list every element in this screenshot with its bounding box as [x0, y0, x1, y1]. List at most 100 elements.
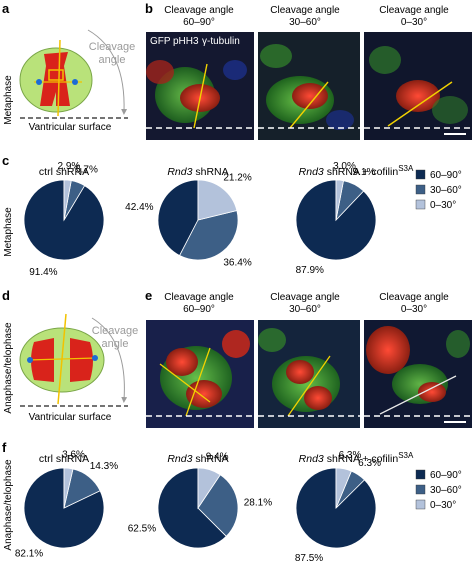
- pie-slice-1-2: [197, 179, 238, 221]
- panel-letter-c: c: [2, 153, 9, 168]
- pie-label-5-0: 87.5%: [295, 553, 323, 564]
- pie-title-text: shRNA + cofilin: [324, 166, 399, 178]
- pie-title-italic: Rnd3: [299, 453, 324, 465]
- pie-slice-1-1: [179, 210, 239, 261]
- metaphase-schematic: [19, 29, 128, 119]
- micrograph-e3: [364, 320, 472, 428]
- panel-letter-d: d: [2, 288, 10, 303]
- micrograph-b1: [146, 32, 254, 140]
- pie-title-5: Rnd3 shRNA + cofilinS3A: [299, 451, 414, 465]
- pie-slice-4-2: [197, 467, 221, 510]
- surface-label-d: Vantricular surface: [29, 412, 112, 423]
- anaphase-schematic: [19, 313, 128, 407]
- legend-anaphase: 60–90° 30–60° 0–30°: [415, 469, 462, 511]
- pie-slice-3-2: [63, 467, 74, 509]
- pie-label-3-0: 82.1%: [15, 549, 43, 560]
- pie-slice-0-2: [63, 179, 72, 221]
- pie-slice-5-2: [335, 467, 352, 509]
- pie-group-anaphase: ctrl shRNA 82.1% 14.3% 3.6% Rnd3 shRNA 62.5% 2…: [15, 449, 414, 563]
- pie-slice-2-2: [335, 179, 344, 221]
- pie-title-0: ctrl shRNA: [39, 166, 89, 178]
- cleavage-angle-label-a2: angle: [99, 54, 126, 66]
- pie-group-metaphase: ctrl shRNA 91.4% 5.7%2.9% Rnd3 shRNA 42.4% 36…: [23, 161, 414, 278]
- e-col3-line1: Cleavage angle: [379, 292, 449, 303]
- pie-label-5-1: 6.3%: [358, 458, 381, 469]
- stain-label-tubulin: γ-tubulin: [202, 36, 240, 47]
- legend-label-1: 30–60°: [430, 485, 462, 496]
- legend-swatch-0: [415, 469, 426, 480]
- panel-letter-b: b: [145, 1, 153, 16]
- legend-swatch-0: [415, 169, 426, 180]
- legend-label-1: 30–60°: [430, 185, 462, 196]
- pie-label-2-2: 3.0%: [333, 161, 356, 172]
- pie-title-italic: Rnd3: [299, 166, 324, 178]
- side-label-metaphase-a: Metaphase: [3, 75, 14, 125]
- pie-label-2-1: 9.1%: [353, 167, 376, 178]
- side-label-anaphase-d: Anaphase/telophase: [3, 322, 14, 414]
- pie-label-4-2: 9.4%: [206, 451, 229, 462]
- legend-swatch-2: [415, 199, 426, 210]
- stain-label-gfp: GFP: [150, 36, 171, 47]
- b-col1-line2: 60–90°: [183, 17, 215, 28]
- b-col2-line1: Cleavage angle: [270, 5, 340, 16]
- pie-title-text: ctrl shRNA: [39, 166, 89, 178]
- pie-label-4-0: 62.5%: [128, 524, 156, 535]
- e-col2-line2: 30–60°: [289, 304, 321, 315]
- pie-title-italic: Rnd3: [167, 453, 192, 465]
- micrograph-b2: [258, 32, 360, 140]
- e-col3-line2: 0–30°: [401, 304, 427, 315]
- e-col1-line2: 60–90°: [183, 304, 215, 315]
- cleavage-angle-label-d2: angle: [102, 338, 129, 350]
- legend: 60–90° 30–60° 0–30°: [415, 169, 462, 211]
- pie-title-sup: S3A: [398, 164, 414, 173]
- pie-label-2-0: 87.9%: [296, 265, 324, 276]
- legend-swatch-1: [415, 184, 426, 195]
- panel-letter-a: a: [2, 1, 10, 16]
- stain-label-phh3: pHH3: [173, 36, 199, 47]
- pie-label-0-2: 2.9%: [58, 161, 81, 172]
- legend-label-2: 0–30°: [430, 500, 456, 511]
- pie-slice-1-0: [157, 179, 199, 257]
- pie-label-0-0: 91.4%: [29, 267, 57, 278]
- pie-title-1: Rnd3 shRNA: [167, 166, 228, 178]
- pie-label-4-1: 28.1%: [244, 498, 272, 509]
- b-col1-line1: Cleavage angle: [164, 5, 234, 16]
- cleavage-angle-label-d1: Cleavage: [92, 325, 138, 337]
- pie-title-2: Rnd3 shRNA + cofilinS3A: [299, 164, 414, 178]
- surface-label-a: Vantricular surface: [29, 122, 112, 133]
- pie-title-3: ctrl shRNA: [39, 453, 89, 465]
- pie-label-1-2: 21.2%: [223, 173, 251, 184]
- e-col1-line1: Cleavage angle: [164, 292, 234, 303]
- legend-label-0: 60–90°: [430, 470, 462, 481]
- e-col2-line1: Cleavage angle: [270, 292, 340, 303]
- pie-title-sup: S3A: [398, 451, 414, 460]
- cleavage-angle-label-a1: Cleavage: [89, 41, 135, 53]
- side-label-metaphase-c: Metaphase: [3, 207, 14, 257]
- pie-title-text: shRNA: [192, 166, 228, 178]
- side-label-anaphase-f: Anaphase/telophase: [3, 459, 14, 551]
- legend-swatch-1: [415, 484, 426, 495]
- pie-label-5-2: 6.3%: [339, 450, 362, 461]
- panel-letter-e: e: [145, 288, 152, 303]
- pie-title-italic: Rnd3: [167, 166, 192, 178]
- pie-label-3-2: 3.6%: [62, 449, 85, 460]
- legend-swatch-2: [415, 499, 426, 510]
- pie-title-text: shRNA: [192, 453, 228, 465]
- b-col3-line1: Cleavage angle: [379, 5, 449, 16]
- pie-label-3-1: 14.3%: [90, 461, 118, 472]
- pie-label-0-1: 5.7%: [75, 164, 98, 175]
- b-col3-line2: 0–30°: [401, 17, 427, 28]
- pie-slice-4-1: [197, 474, 239, 537]
- pie-title-4: Rnd3 shRNA: [167, 453, 228, 465]
- micrograph-e1: [146, 320, 254, 428]
- pie-title-text: ctrl shRNA: [39, 453, 89, 465]
- legend-label-0: 60–90°: [430, 170, 462, 181]
- micrograph-b3: [364, 32, 472, 140]
- b-col2-line2: 30–60°: [289, 17, 321, 28]
- pie-label-1-0: 42.4%: [125, 202, 153, 213]
- pie-title-text: shRNA + cofilin: [324, 453, 399, 465]
- pie-label-1-1: 36.4%: [223, 257, 251, 268]
- panel-letter-f: f: [2, 440, 7, 455]
- legend-label-2: 0–30°: [430, 200, 456, 211]
